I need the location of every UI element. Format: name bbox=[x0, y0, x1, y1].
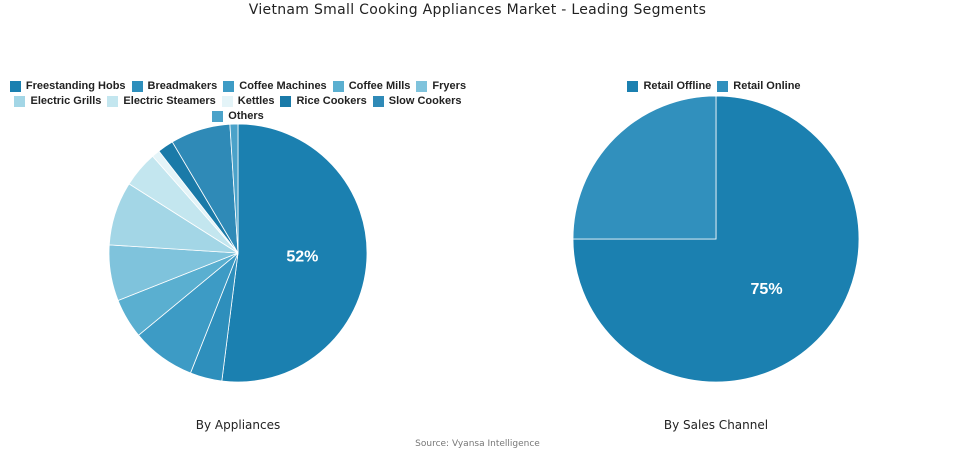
legend-swatch bbox=[372, 95, 384, 107]
legend-swatch bbox=[280, 95, 292, 107]
legend-label: Fryers bbox=[432, 80, 467, 92]
legend-label: Coffee Mills bbox=[348, 80, 411, 92]
legend-sales-channel: Retail Offline Retail Online bbox=[560, 80, 870, 92]
appliances-legend-item: Breadmakers bbox=[131, 80, 218, 92]
legend-label: Freestanding Hobs bbox=[25, 80, 126, 92]
appliances-slice bbox=[221, 123, 368, 383]
appliances-legend-item: Electric Grills bbox=[14, 95, 101, 107]
appliances-slice bbox=[229, 123, 239, 254]
legend-label: Electric Steamers bbox=[123, 95, 216, 107]
sales-channel-slice bbox=[572, 95, 717, 240]
legend-label: Rice Cookers bbox=[296, 95, 367, 107]
appliances-legend-item: Rice Cookers bbox=[280, 95, 367, 107]
legend-swatch bbox=[131, 80, 143, 92]
sales-channel-data-label: 75% bbox=[751, 281, 783, 298]
sales-channel-legend-item: Retail Offline bbox=[627, 80, 711, 92]
legend-swatch bbox=[9, 80, 21, 92]
legend-label: Kettles bbox=[237, 95, 275, 107]
legend-appliances: Freestanding Hobs Breadmakers Coffee Machi… bbox=[4, 80, 474, 122]
legend-swatch bbox=[416, 80, 428, 92]
appliances-legend-item: Slow Cookers bbox=[372, 95, 462, 107]
legend-label: Slow Cookers bbox=[388, 95, 462, 107]
legend-swatch bbox=[221, 95, 233, 107]
appliances-legend-item: Electric Steamers bbox=[107, 95, 216, 107]
legend-label: Retail Online bbox=[733, 80, 801, 92]
legend-swatch bbox=[212, 110, 224, 122]
legend-label: Retail Offline bbox=[643, 80, 712, 92]
appliances-legend-item: Fryers bbox=[416, 80, 466, 92]
appliances-legend-item: Coffee Machines bbox=[223, 80, 327, 92]
appliances-legend-item: Freestanding Hobs bbox=[9, 80, 126, 92]
legend-swatch bbox=[717, 80, 729, 92]
legend-label: Coffee Machines bbox=[239, 80, 327, 92]
legend-swatch bbox=[223, 80, 235, 92]
appliances-legend-item: Others bbox=[212, 110, 264, 122]
chart-title: Vietnam Small Cooking Appliances Market … bbox=[248, 2, 707, 18]
subtitle-sales-channel: By Sales Channel bbox=[663, 418, 769, 432]
appliances-legend-item: Coffee Mills bbox=[332, 80, 411, 92]
subtitle-appliances: By Appliances bbox=[195, 418, 281, 432]
source-note: Source: Vyansa Intelligence bbox=[415, 439, 540, 449]
legend-swatch bbox=[332, 80, 344, 92]
legend-swatch bbox=[14, 95, 26, 107]
appliances-data-label: 52% bbox=[286, 248, 318, 265]
legend-label: Electric Grills bbox=[30, 95, 102, 107]
legend-swatch bbox=[107, 95, 119, 107]
sales-channel-legend-item: Retail Online bbox=[717, 80, 801, 92]
legend-label: Breadmakers bbox=[147, 80, 218, 92]
legend-swatch bbox=[627, 80, 639, 92]
sales-channel-slice bbox=[572, 95, 860, 383]
legend-label: Others bbox=[228, 110, 264, 122]
appliances-legend-item: Kettles bbox=[221, 95, 275, 107]
